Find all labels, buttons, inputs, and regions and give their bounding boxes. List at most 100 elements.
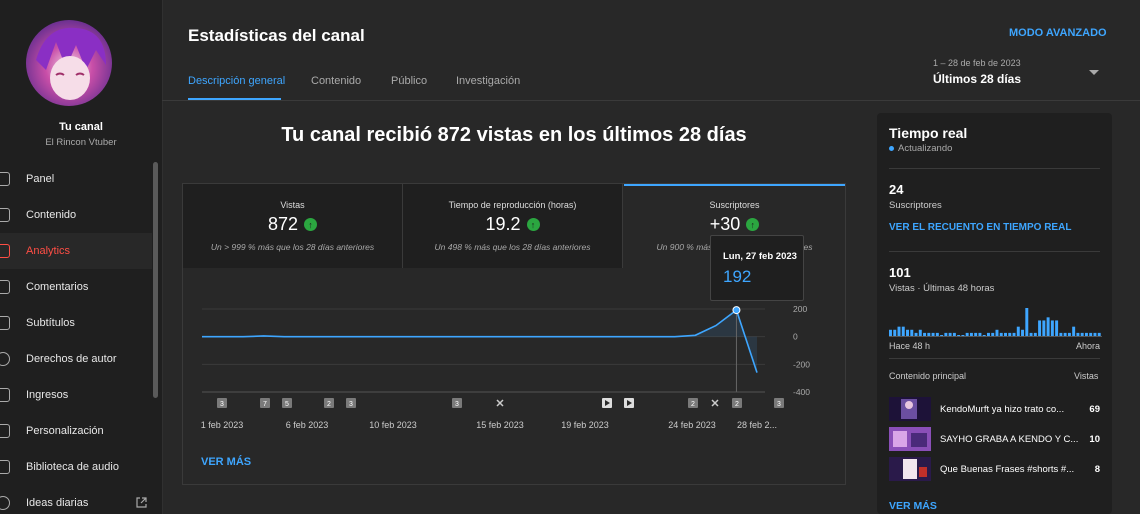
x-tick-label: 10 feb 2023: [369, 420, 417, 430]
realtime-bar: [1093, 332, 1097, 336]
active-tab-indicator: [188, 98, 281, 100]
realtime-bar: [1025, 308, 1029, 336]
video-thumbnail: [889, 427, 931, 451]
sidebar-item-daily-ideas[interactable]: Ideas diarias: [0, 485, 152, 514]
tab-audience[interactable]: Público: [391, 75, 428, 87]
tab-research[interactable]: Investigación: [456, 75, 521, 87]
metric-views[interactable]: Vistas 872 ↑ Un > 999 % más que los 28 dí…: [183, 184, 403, 268]
link-icon: [496, 399, 504, 407]
sidebar-item-analytics[interactable]: Analytics: [0, 233, 152, 269]
y-tick-label: -200: [793, 359, 810, 369]
tab-content[interactable]: Contenido: [311, 75, 362, 87]
event-marker-icon: [688, 398, 698, 408]
realtime-bar: [918, 329, 922, 336]
x-tick-label: 15 feb 2023: [476, 420, 524, 430]
realtime-bar: [910, 329, 914, 336]
external-link-icon: [136, 497, 147, 508]
realtime-bar: [1084, 332, 1088, 336]
ideas-icon: [0, 496, 10, 510]
sidebar-item-panel[interactable]: Panel: [0, 161, 152, 197]
realtime-bar: [961, 335, 965, 336]
tabs-divider: [162, 100, 1140, 101]
channel-name: El Rincon Vtuber: [45, 137, 117, 148]
sidebar-item-customization[interactable]: Personalización: [0, 413, 152, 449]
y-tick-label: 0: [793, 332, 798, 342]
realtime-bar: [974, 332, 978, 336]
realtime-bar: [923, 332, 927, 336]
top-content-item[interactable]: Que Buenas Frases #shorts #... 8: [889, 457, 1100, 481]
date-period-select[interactable]: Últimos 28 días: [933, 72, 1022, 86]
sidebar-item-comments[interactable]: Comentarios: [0, 269, 152, 305]
audio-library-icon: [0, 460, 10, 474]
sidebar-item-subtitles[interactable]: Subtítulos: [0, 305, 152, 341]
realtime-bar: [1016, 326, 1020, 336]
realtime-bar: [927, 332, 931, 336]
realtime-bar: [965, 332, 969, 336]
realtime-bar: [897, 326, 901, 336]
realtime-bar: [1089, 332, 1093, 336]
channel-label: Tu canal: [59, 121, 103, 133]
play-icon: [605, 400, 610, 406]
realtime-bar: [1046, 317, 1050, 336]
realtime-views-value: 101: [889, 265, 911, 280]
realtime-bar: [889, 329, 892, 336]
tooltip-date: Lun, 27 feb 2023: [723, 251, 797, 262]
live-dot-icon: [889, 146, 894, 151]
divider: [889, 168, 1100, 169]
dollar-icon: [0, 388, 10, 402]
realtime-bar: [893, 329, 897, 336]
realtime-bar: [991, 332, 995, 336]
video-views: 10: [1089, 433, 1100, 445]
realtime-title: Tiempo real: [889, 125, 968, 141]
date-range[interactable]: 1 – 28 de feb de 2023: [933, 58, 1021, 68]
realtime-views-label: Vistas · Últimas 48 horas: [889, 283, 995, 294]
event-marker-label: 3: [455, 401, 459, 408]
overview-headline: Tu canal recibió 872 vistas en los últim…: [281, 124, 747, 146]
customization-icon: [0, 424, 10, 438]
realtime-bar: [944, 332, 948, 336]
event-marker-icon: [282, 398, 292, 408]
data-point: [732, 306, 741, 315]
realtime-bar: [1055, 320, 1059, 336]
comments-icon: [0, 280, 10, 294]
dropdown-caret-icon[interactable]: [1089, 70, 1099, 75]
top-content-views-header: Vistas: [1074, 371, 1099, 381]
sidebar-scrollbar[interactable]: [153, 162, 158, 398]
arrow-up-icon: ↑: [526, 218, 540, 231]
see-more-button[interactable]: VER MÁS: [201, 456, 252, 468]
top-content-item[interactable]: SAYHO GRABA A KENDO Y C... 10: [889, 427, 1100, 451]
sidebar-item-audio-library[interactable]: Biblioteca de audio: [0, 449, 152, 485]
video-title: SAYHO GRABA A KENDO Y C...: [940, 433, 1079, 445]
series-area: [202, 310, 757, 373]
sidebar-item-content[interactable]: Contenido: [0, 197, 152, 233]
subscribers-line-chart[interactable]: 200 0 -200 -400 3 7 5 2 3 3 2 2 3 1 feb 2023 6 feb 202…: [197, 296, 827, 436]
x-tick-label: 6 feb 2023: [286, 420, 329, 430]
metric-watch-time[interactable]: Tiempo de reproducción (horas) 19.2 ↑ Un …: [403, 184, 623, 268]
realtime-bar: [986, 332, 990, 336]
arrow-up-icon: ↑: [304, 218, 318, 231]
event-marker-label: 5: [285, 401, 289, 408]
realtime-count-link[interactable]: VER EL RECUENTO EN TIEMPO REAL: [889, 222, 1072, 233]
realtime-bar-chart[interactable]: [887, 307, 1102, 337]
overview-card: [182, 183, 846, 485]
channel-avatar[interactable]: [26, 20, 112, 106]
video-thumbnail: [889, 457, 931, 481]
realtime-bar: [1004, 332, 1007, 336]
video-views: 8: [1094, 463, 1100, 475]
realtime-bar: [1021, 329, 1025, 336]
top-content-item[interactable]: KendoMurft ya hizo trato co... 69: [889, 397, 1100, 421]
realtime-see-more[interactable]: VER MÁS: [889, 500, 937, 512]
sidebar-item-earn[interactable]: Ingresos: [0, 377, 152, 413]
realtime-bar: [914, 332, 918, 336]
event-marker-label: 2: [327, 401, 331, 408]
realtime-subs-value: 24: [889, 182, 904, 197]
realtime-bar: [995, 329, 999, 336]
content-icon: [0, 208, 10, 222]
sidebar-item-copyright[interactable]: Derechos de autor: [0, 341, 152, 377]
advanced-mode-button[interactable]: MODO AVANZADO: [1009, 27, 1107, 39]
event-marker-icon: [732, 398, 742, 408]
realtime-bar: [931, 332, 935, 336]
event-marker-icon: [452, 398, 462, 408]
realtime-bar: [1076, 332, 1080, 336]
tab-overview[interactable]: Descripción general: [188, 75, 286, 87]
